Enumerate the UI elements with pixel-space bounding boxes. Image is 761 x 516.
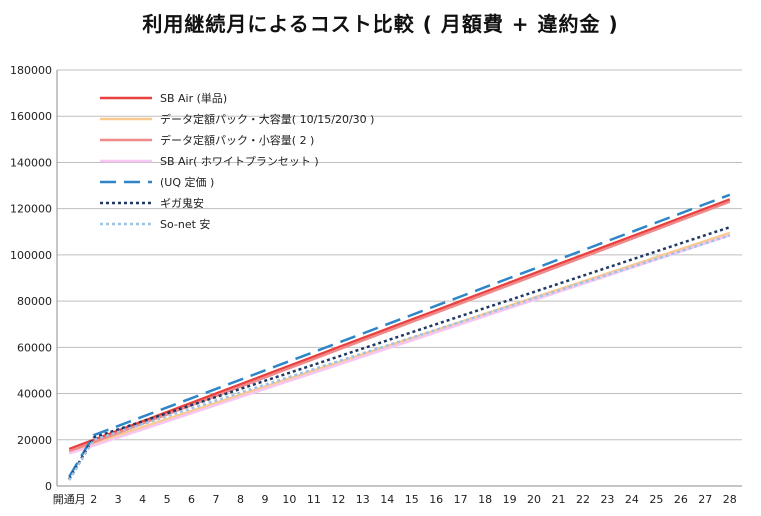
chart-title: 利用継続月によるコスト比較 ( 月額費 + 違約金 ) [142, 12, 619, 36]
x-tick-label: 7 [213, 493, 220, 506]
y-tick-label: 140000 [10, 156, 52, 169]
axes [56, 70, 742, 487]
y-tick-label: 60000 [17, 341, 52, 354]
x-tick-label: 26 [674, 493, 688, 506]
series-lines [68, 193, 731, 481]
x-tick-label: 16 [429, 493, 443, 506]
y-tick-label: 100000 [10, 249, 52, 262]
x-tick-label: 開通月 [53, 493, 86, 506]
legend-label: SB Air( ホワイトプランセット ) [160, 155, 319, 168]
series-line-7 [68, 234, 731, 481]
x-tick-label: 27 [698, 493, 712, 506]
legend-label: (UQ 定価 ) [160, 175, 214, 189]
legend-label: SB Air (単品) [160, 91, 227, 105]
x-tick-labels: 開通月 2 3 4 5 6 7 8 9 10 11 12 13 14 15 16 17 18 19 20 21 22 23 2… [53, 493, 737, 506]
x-tick-label: 28 [723, 493, 737, 506]
x-tick-label: 22 [576, 493, 590, 506]
y-tick-label: 160000 [10, 110, 52, 123]
x-tick-label: 15 [405, 493, 419, 506]
grid-lines [57, 69, 742, 487]
y-tick-label: 180000 [10, 64, 52, 77]
x-tick-label: 25 [649, 493, 663, 506]
x-tick-label: 2 [90, 493, 97, 506]
legend-label: ギガ鬼安 [160, 196, 204, 210]
x-tick-label: 18 [478, 493, 492, 506]
series-line-1 [68, 198, 731, 451]
x-tick-label: 4 [139, 493, 146, 506]
x-tick-label: 5 [164, 493, 171, 506]
x-tick-label: 17 [454, 493, 468, 506]
legend-label: データ定額パック・小容量( 2 ) [160, 133, 314, 147]
y-tick-label: 40000 [17, 388, 52, 401]
x-tick-label: 20 [527, 493, 541, 506]
series-line-6 [68, 226, 731, 480]
x-tick-label: 9 [261, 493, 268, 506]
legend: SB Air (単品) データ定額パック・大容量( 10/15/20/30 ) デー… [100, 91, 374, 231]
x-tick-label: 19 [503, 493, 517, 506]
x-tick-label: 8 [237, 493, 244, 506]
x-tick-label: 11 [307, 493, 321, 506]
y-tick-label: 20000 [17, 434, 52, 447]
y-tick-label: 80000 [17, 295, 52, 308]
series-line-4 [68, 234, 731, 455]
x-tick-label: 6 [188, 493, 195, 506]
x-tick-label: 13 [356, 493, 370, 506]
y-tick-label: 120000 [10, 203, 52, 216]
x-tick-label: 12 [331, 493, 345, 506]
x-tick-label: 10 [282, 493, 296, 506]
x-tick-label: 23 [600, 493, 614, 506]
y-tick-labels: 0 20000 40000 60000 80000 100000 120000 140000 1… [10, 64, 52, 493]
y-tick-label: 0 [45, 480, 52, 493]
x-tick-label: 21 [552, 493, 566, 506]
legend-label: So-net 安 [160, 217, 210, 231]
x-tick-label: 3 [115, 493, 122, 506]
legend-label: データ定額パック・大容量( 10/15/20/30 ) [160, 112, 374, 126]
x-tick-label: 14 [380, 493, 394, 506]
x-tick-label: 24 [625, 493, 639, 506]
series-line-5 [68, 193, 731, 478]
